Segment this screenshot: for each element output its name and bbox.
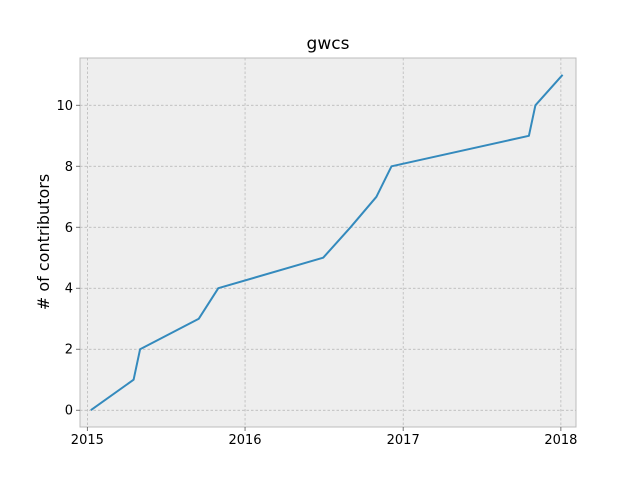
y-tick-label: 0 bbox=[65, 404, 73, 419]
chart-title: gwcs bbox=[307, 34, 350, 54]
x-tick-label: 2015 bbox=[71, 433, 104, 448]
y-tick-label: 4 bbox=[65, 282, 73, 297]
series-layer bbox=[90, 74, 564, 412]
y-tick-label: 10 bbox=[56, 99, 73, 114]
series-line bbox=[90, 74, 564, 412]
y-tick-label: 2 bbox=[65, 343, 73, 358]
y-tick-label: 8 bbox=[65, 160, 73, 175]
x-tick-label: 2016 bbox=[228, 433, 261, 448]
plot-frame bbox=[79, 57, 577, 428]
plot-area bbox=[80, 58, 576, 427]
y-axis: 0 2 4 6 8 10 bbox=[56, 99, 80, 419]
grid-lines bbox=[80, 58, 576, 427]
y-tick-label: 6 bbox=[65, 221, 73, 236]
x-tick-label: 2018 bbox=[544, 433, 577, 448]
x-tick-label: 2017 bbox=[387, 433, 420, 448]
x-axis: 2015 2016 2017 2018 bbox=[71, 427, 577, 448]
y-axis-label: # of contributors bbox=[34, 174, 53, 310]
